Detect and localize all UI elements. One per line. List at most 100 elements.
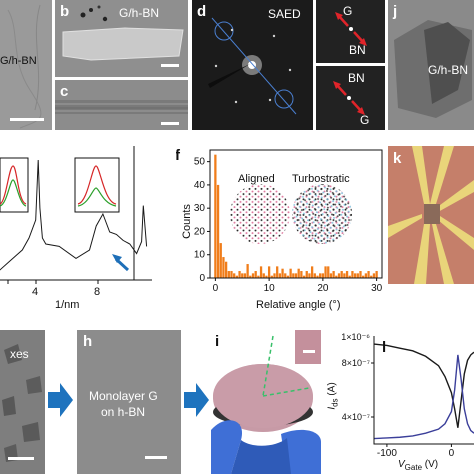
histogram-bar <box>219 243 222 278</box>
panel-j-text: G/h-BN <box>428 63 469 77</box>
panel-e-xlabel: 1/nm <box>55 299 80 311</box>
histogram-bar <box>249 275 252 278</box>
histogram-bar <box>316 275 319 278</box>
y-tick-label: 30 <box>194 203 206 214</box>
scale-bar <box>8 457 34 460</box>
histogram-bar <box>265 275 268 278</box>
histogram-bar <box>324 266 327 278</box>
histogram-bar <box>233 273 236 278</box>
panel-l-ylabel: Ids (A) <box>326 382 340 410</box>
panel-b-label: b <box>60 3 70 20</box>
panel-l-xlabel: VGate (V) <box>398 459 439 472</box>
turbostratic-lattice-illustration <box>292 184 352 244</box>
histogram-bar <box>214 154 217 278</box>
panel-k: k <box>388 146 474 284</box>
histogram-bar <box>227 271 230 278</box>
histogram-bar <box>267 266 271 278</box>
panel-a-texture <box>7 4 42 129</box>
panel-k-label: k <box>393 150 402 167</box>
panel-l: -100 0 4×10⁻⁷ 8×10⁻⁷ 1×10⁻⁶ l Ids (A) VGate … <box>322 330 474 474</box>
histogram-bar <box>313 273 316 278</box>
histogram-bar <box>273 273 276 278</box>
panel-f-label: f <box>176 147 180 164</box>
process-arrow-2 <box>184 383 209 417</box>
histogram-bar <box>353 273 357 278</box>
histogram-bar <box>362 275 365 278</box>
inset-bottom-upper: BN <box>348 71 365 85</box>
panel-k-device <box>388 146 474 284</box>
histogram-bar <box>297 268 300 278</box>
histogram-bar <box>335 275 338 278</box>
panel-c-texture <box>55 100 188 114</box>
panel-f-chart: 0 10 20 30 0 10 20 30 40 50 <box>194 149 383 294</box>
panel-b-text: G/h-BN <box>119 6 160 20</box>
panel-i-photo <box>211 330 321 474</box>
histogram-bar <box>340 271 343 278</box>
panel-h-line2: on h-BN <box>101 405 146 419</box>
panel-j: j G/h-BN <box>388 0 474 130</box>
histogram-bar <box>284 273 287 278</box>
inset-peak-green <box>0 179 27 207</box>
panel-l-label: l <box>382 339 387 356</box>
y-tick-label: 20 <box>194 226 206 237</box>
scale-bar <box>145 456 167 459</box>
x-tick-label: -100 <box>377 448 397 459</box>
histogram-bar <box>310 266 314 278</box>
histogram-bar <box>276 266 279 278</box>
inset-top-upper: G <box>343 4 353 18</box>
histogram-bar <box>308 273 311 278</box>
legend-turbostratic: Turbostratic <box>292 173 350 185</box>
panel-h-label: h <box>83 333 93 350</box>
scale-bar <box>303 350 315 353</box>
histogram-bar <box>222 257 225 278</box>
x-tick-label: 20 <box>317 283 329 294</box>
inset-top-lower: BN <box>349 43 366 57</box>
panel-j-label: j <box>393 3 398 20</box>
histogram-bar <box>262 273 265 278</box>
histogram-bar <box>300 271 303 278</box>
panel-b: b G/h-BN <box>55 0 188 77</box>
spectrum-line <box>0 159 148 271</box>
inset-peak-green <box>77 187 117 207</box>
scale-bar <box>161 122 179 125</box>
panel-e-tick-8: 8 <box>94 286 101 298</box>
histogram-bar <box>259 266 263 278</box>
histogram-bar <box>243 273 247 278</box>
axes <box>373 336 474 445</box>
panel-d-inset-bottom: BN G <box>316 66 385 130</box>
inset-bottom-lower: G <box>360 113 370 127</box>
plot-frame <box>209 149 383 279</box>
histogram-bar <box>257 275 260 278</box>
aligned-lattice-illustration <box>230 184 290 244</box>
panel-i-label: i <box>215 333 220 350</box>
panel-a-text: G/h-BN <box>0 55 37 67</box>
histogram-bar <box>370 275 373 278</box>
histogram-bar <box>372 273 376 278</box>
histogram-bars <box>214 154 378 278</box>
inset-top-arrows <box>335 12 367 46</box>
panel-g-text: xes <box>10 347 29 361</box>
scale-bar <box>161 64 179 67</box>
transfer-curves <box>373 343 474 440</box>
panel-i: i <box>211 330 321 474</box>
y-top-label: 1×10⁻⁶ <box>341 332 370 342</box>
process-arrow-1 <box>48 383 73 417</box>
histogram-bar <box>286 275 290 278</box>
panel-l-chart: -100 0 4×10⁻⁷ 8×10⁻⁷ 1×10⁻⁶ <box>341 332 474 459</box>
histogram-bar <box>302 275 306 278</box>
y-tick-label: 10 <box>194 250 206 261</box>
panel-d: d SAED <box>192 0 313 130</box>
histogram-bar <box>241 273 244 278</box>
axis-ticks: -100 0 4×10⁻⁷ 8×10⁻⁷ 1×10⁻⁶ <box>341 332 454 459</box>
x-tick-label: 10 <box>264 283 276 294</box>
panel-d-label: d <box>197 3 207 20</box>
y-tick-label: 0 <box>199 273 205 284</box>
histogram-bar <box>367 271 370 278</box>
histogram-bar <box>294 273 298 278</box>
histogram-bar <box>327 266 330 278</box>
panel-e: 4 8 1/nm <box>0 146 152 311</box>
histogram-bar <box>321 273 325 278</box>
y-tick-label: 40 <box>194 180 206 191</box>
histogram-bar <box>216 184 220 278</box>
panel-b-flake <box>62 5 184 61</box>
